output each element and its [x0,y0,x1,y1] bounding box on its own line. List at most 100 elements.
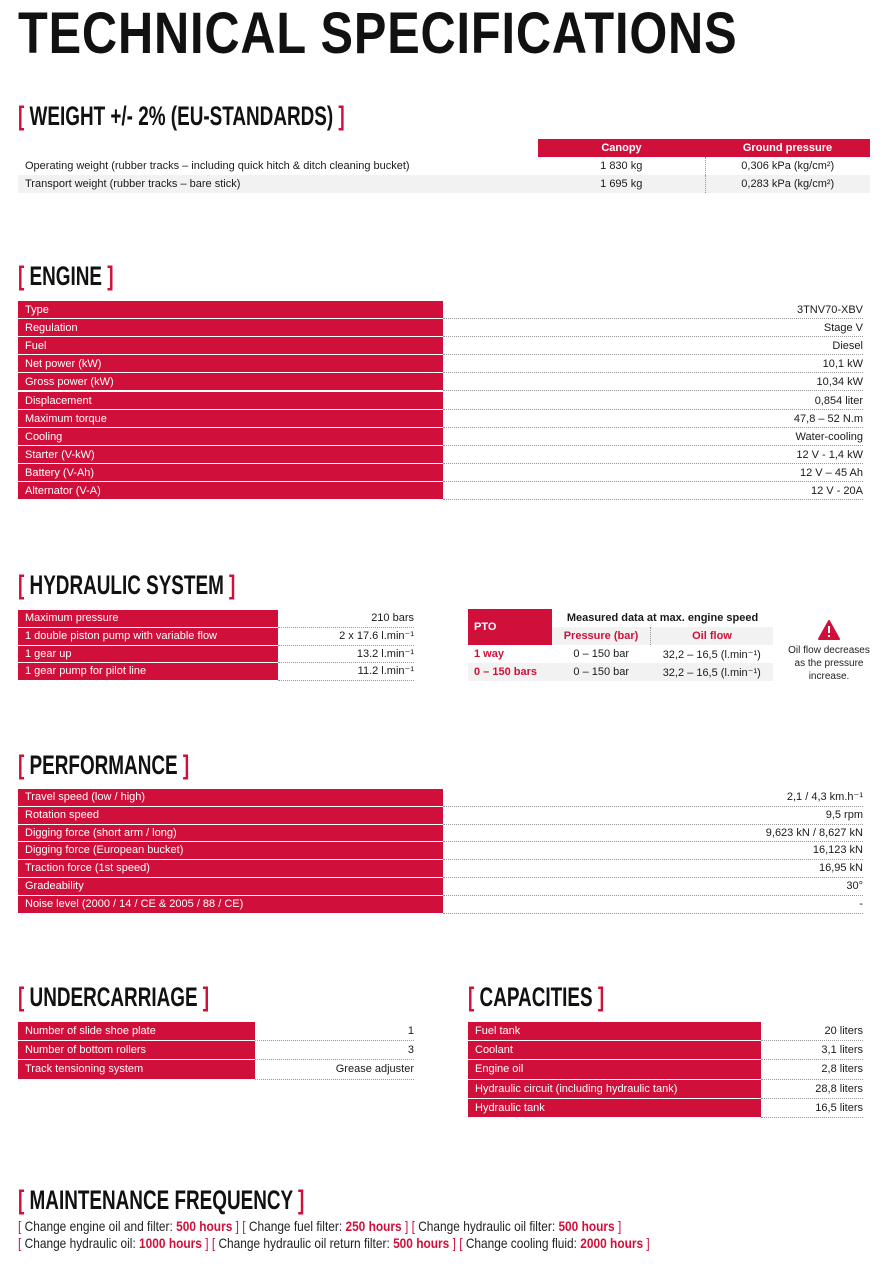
spec-label: Regulation [18,319,443,337]
spec-label: Gradeability [18,878,443,895]
bracket-open: [ [18,570,30,600]
spec-value: 3 [255,1041,414,1061]
spec-row: Displacement 0,854 liter [18,391,863,410]
spec-label: 1 gear pump for pilot line [18,663,278,681]
spec-label: 1 double piston pump with variable flow [18,627,278,645]
col-oil-flow: Oil flow [692,630,732,642]
spec-value: 28,8 liters [761,1080,863,1099]
bracket-close: ] [292,1185,305,1215]
bracket-open: [ [18,261,30,291]
spec-label: Track tensioning system [18,1060,255,1079]
bracket-close: ] [333,101,345,131]
bracket-close: ] [449,1235,460,1251]
spec-label: Digging force (short arm / long) [18,824,443,842]
spec-value: 2,1 / 4,3 km.h⁻¹ [443,789,863,807]
spec-row: Coolant 3,1 liters [468,1041,863,1061]
maintenance-line: [ Change hydraulic oil: 1000 hours ] [ C… [18,1235,650,1251]
heading-text: HYDRAULIC SYSTEM [29,570,224,600]
heading-text: WEIGHT +/- 2% (EU-STANDARDS) [29,101,334,131]
weight-heading: [ WEIGHT +/- 2% (EU-STANDARDS) ] [18,102,345,130]
spec-row: Battery (V-Ah) 12 V – 45 Ah [18,463,863,482]
spec-value: 16,95 kN [443,860,863,878]
bracket-open: [ [411,1218,419,1234]
spec-label: Number of bottom rollers [18,1041,255,1060]
spec-label: Coolant [468,1041,761,1060]
maintenance-task: Change fuel filter: [248,1218,346,1234]
maintenance-interval: 500 hours [393,1235,450,1251]
bracket-open: [ [211,1235,219,1251]
spec-row: Starter (V-kW) 12 V - 1,4 kW [18,445,863,464]
maintenance-item: [ Change hydraulic oil return filter: 50… [212,1235,459,1251]
spec-row: Cooling Water-cooling [18,427,863,446]
maintenance-task: Change cooling fluid: [465,1235,581,1251]
spec-row: Type 3TNV70-XBV [18,301,863,320]
col-canopy: Canopy [538,139,705,157]
pto-row-label: 1 way [474,648,504,660]
spec-label: Noise level (2000 / 14 / CE & 2005 / 88 … [18,895,443,913]
bracket-open: [ [242,1218,249,1234]
spec-value: 20 liters [761,1022,863,1042]
spec-label: Maximum pressure [18,610,278,627]
pressure-value: 0 – 150 bar [573,648,630,660]
bracket-close: ] [401,1218,412,1234]
spec-value: Diesel [443,337,863,356]
spec-value: 3TNV70-XBV [443,301,863,320]
spec-row: Fuel Diesel [18,337,863,356]
spec-label: Type [18,301,443,319]
warning-text: Oil flow decreases as the pressure incre… [788,645,870,682]
spec-label: Fuel [18,337,443,355]
maintenance-interval: 500 hours [558,1218,615,1234]
maintenance-task: Change hydraulic oil return filter: [218,1235,394,1251]
performance-heading: [ PERFORMANCE ] [18,751,189,779]
spec-row: Noise level (2000 / 14 / CE & 2005 / 88 … [18,895,863,914]
bracket-open: [ [18,750,30,780]
spec-value: 210 bars [278,610,414,628]
spec-label: Fuel tank [468,1022,761,1041]
spec-value: 12 V - 1,4 kW [443,446,863,464]
maintenance-task: Change hydraulic oil filter: [418,1218,559,1234]
bracket-close: ] [592,982,605,1012]
spec-row: Hydraulic tank 16,5 liters [468,1098,863,1118]
spec-row: 1 gear pump for pilot line 11.2 l.min⁻¹ [18,663,414,682]
capacities-heading: [ CAPACITIES ] [468,983,604,1011]
spec-row: Number of bottom rollers 3 [18,1041,414,1061]
spec-label: Engine oil [468,1060,761,1079]
spec-value: 9,623 kN / 8,627 kN [443,825,863,843]
measured-heading: Measured data at max. engine speed [566,612,759,624]
pressure-value: 0 – 150 bar [573,666,630,678]
spec-row: Travel speed (low / high) 2,1 / 4,3 km.h⁻… [18,789,863,807]
spec-value: Stage V [443,319,863,338]
spec-label: Rotation speed [18,806,443,824]
bracket-open: [ [468,982,480,1012]
maintenance-item: [ Change cooling fluid: 2000 hours ] [459,1235,650,1251]
canopy-value: 1 695 kg [538,175,706,193]
spec-value: 16,5 liters [761,1099,863,1118]
maintenance-item: [ Change engine oil and filter: 500 hour… [18,1218,242,1234]
pressure-value: 0,283 kPa (kg/cm²) [705,175,870,193]
table-row: Transport weight (rubber tracks – bare s… [18,175,870,193]
spec-value: 10,1 kW [443,355,863,374]
heading-text: UNDERCARRIAGE [29,982,198,1012]
bracket-close: ] [177,750,190,780]
spec-row: Number of slide shoe plate 1 [18,1022,414,1042]
maintenance-interval: 500 hours [176,1218,233,1234]
bracket-close: ] [102,261,114,291]
maintenance-interval: 250 hours [345,1218,402,1234]
spec-label: Net power (kW) [18,355,443,373]
spec-value: 12 V - 20A [443,482,863,501]
maintenance-line: [ Change engine oil and filter: 500 hour… [18,1218,621,1234]
spec-row: Gradeability 30° [18,878,863,896]
bracket-close: ] [201,1235,212,1251]
page-title: TECHNICAL SPECIFICATIONS [18,1,738,66]
spec-label: Traction force (1st speed) [18,860,443,877]
weight-table: Canopy Ground pressure Operating weight (… [18,139,870,193]
spec-row: Track tensioning system Grease adjuster [18,1060,414,1080]
spec-value: 47,8 – 52 N.m [443,410,863,428]
row-label: Transport weight (rubber tracks – bare s… [18,175,538,193]
spec-label: Alternator (V-A) [18,482,443,500]
pto-label: PTO [468,609,552,645]
spec-row: 1 gear up 13.2 l.min⁻¹ [18,645,414,664]
spec-label: Digging force (European bucket) [18,842,443,860]
spec-row: Alternator (V-A) 12 V - 20A [18,482,863,501]
spec-value: Grease adjuster [255,1060,414,1080]
